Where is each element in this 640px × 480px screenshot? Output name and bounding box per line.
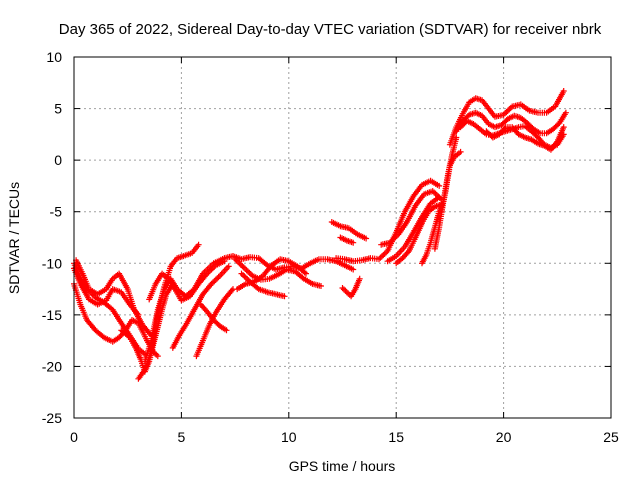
series-arc-16 [328,219,370,242]
y-axis-label: SDTVAR / TECUs [6,182,22,294]
series-arc-27 [453,109,569,137]
point-markers [438,148,464,215]
series-arc-25 [438,148,464,215]
y-tick-label: -15 [42,307,62,323]
series-arc-7 [141,253,236,365]
series-arc-20 [378,188,445,248]
series-arc-15 [234,256,309,293]
data-points [71,88,569,382]
x-tick-label: 25 [603,429,619,445]
y-tick-label: -20 [42,358,62,374]
point-markers [453,109,569,137]
series-arc-22 [393,201,445,267]
point-markers [483,124,567,153]
x-tick-label: 20 [496,429,512,445]
y-tick-label: 0 [54,152,62,168]
point-markers [197,301,230,334]
point-markers [419,198,447,267]
y-tick-label: -25 [42,410,62,426]
y-tick-label: -10 [42,255,62,271]
point-markers [384,194,443,265]
x-tick-label: 15 [388,429,404,445]
point-markers [446,88,567,148]
x-axis-ticks: 0 5 10 15 20 25 [70,57,619,445]
chart-title: Day 365 of 2022, Sidereal Day-to-day VTE… [59,21,602,38]
y-axis-ticks: -25 -20 -15 -10 -5 0 5 10 [42,49,611,426]
plot-frame [73,56,612,419]
series-arc-18 [339,275,363,300]
point-markers [169,263,232,351]
y-tick-label: -5 [50,204,63,220]
series-arc-11 [197,301,230,334]
point-markers [141,253,236,365]
point-markers [339,275,363,300]
x-axis-label: GPS time / hours [289,458,396,474]
point-markers [378,188,445,248]
series-arc-23 [419,198,447,267]
point-markers [146,258,228,304]
point-markers [457,117,567,151]
series-arc-29 [483,124,567,153]
y-tick-label: 10 [46,49,62,65]
point-markers [328,219,370,242]
point-markers [234,256,309,293]
series-arc-26 [446,88,567,148]
series-arc-8 [146,258,228,304]
series-arc-28 [457,117,567,151]
x-tick-label: 0 [70,429,78,445]
point-markers [337,234,357,246]
series-arc-21 [384,194,443,265]
x-tick-label: 5 [178,429,186,445]
point-markers [393,201,445,267]
series-arc-17 [337,234,357,246]
series-arc-9 [169,263,232,351]
y-tick-label: 5 [54,101,62,117]
x-tick-label: 10 [281,429,297,445]
